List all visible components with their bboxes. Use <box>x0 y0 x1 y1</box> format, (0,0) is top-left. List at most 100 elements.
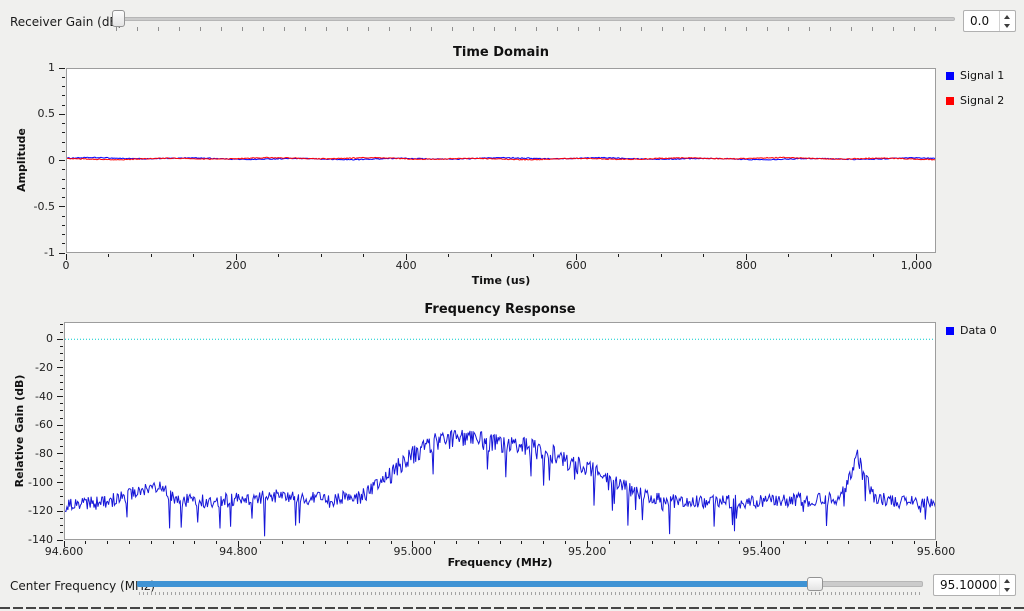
x-minor-tick <box>194 541 196 544</box>
signal-trace-signal-2 <box>67 156 935 161</box>
y-minor-tick <box>62 197 65 198</box>
legend-color-swatch <box>946 96 954 105</box>
x-tick <box>586 541 588 547</box>
y-tick-label: 0.5 <box>37 107 56 121</box>
center-frequency-value: 95.10000 <box>940 578 998 592</box>
y-tick-label: -20 <box>35 360 53 374</box>
x-minor-tick <box>108 254 110 257</box>
receiver-gain-spinbox[interactable]: 0.0 <box>963 10 1016 32</box>
x-tick-label: 95.400 <box>742 545 781 558</box>
spin-down-button[interactable] <box>1000 585 1015 595</box>
center-frequency-spinbox[interactable]: 95.10000 <box>933 574 1016 596</box>
y-tick-label: -80 <box>35 446 53 460</box>
x-minor-tick <box>788 254 790 257</box>
y-minor-tick <box>62 169 65 171</box>
x-minor-tick <box>804 541 806 544</box>
x-minor-tick <box>278 254 280 257</box>
y-minor-tick <box>62 123 65 124</box>
y-minor-tick <box>62 95 65 97</box>
x-minor-tick <box>346 541 348 544</box>
y-minor-tick <box>62 224 65 226</box>
x-tick <box>405 254 407 260</box>
y-tick <box>57 510 63 512</box>
y-tick <box>59 67 65 69</box>
x-tick-label: 95.600 <box>916 545 956 558</box>
y-minor-tick <box>62 243 65 245</box>
arrow-down-icon <box>1004 588 1010 592</box>
time-domain-canvas[interactable] <box>66 68 936 253</box>
x-minor-tick <box>608 541 610 544</box>
y-minor-tick <box>60 324 63 326</box>
x-tick-label: 600 <box>565 259 587 272</box>
y-minor-tick <box>60 525 63 527</box>
spin-up-button[interactable] <box>1000 575 1015 585</box>
x-minor-tick <box>630 541 632 544</box>
y-minor-tick <box>60 417 63 419</box>
x-minor-tick <box>826 541 828 544</box>
x-minor-tick <box>564 541 566 544</box>
y-tick <box>57 424 63 426</box>
y-tick-label: -140 <box>28 533 53 546</box>
x-minor-tick <box>303 541 305 544</box>
frequency-response-title: Frequency Response <box>424 302 576 317</box>
x-minor-tick <box>128 541 130 544</box>
legend-color-swatch <box>946 71 954 80</box>
frequency-response-canvas[interactable] <box>64 322 936 540</box>
receiver-gain-slider-groove[interactable] <box>112 17 955 21</box>
y-minor-tick <box>62 76 65 78</box>
arrow-up-icon <box>1004 579 1010 583</box>
y-minor-tick <box>62 150 65 152</box>
x-minor-tick <box>216 541 218 544</box>
x-tick <box>63 541 65 547</box>
receiver-gain-slider-handle[interactable] <box>112 10 125 27</box>
y-minor-tick <box>62 187 65 189</box>
x-tick-label: 94.800 <box>219 545 258 558</box>
x-minor-tick <box>281 541 283 544</box>
y-tick-label: -120 <box>28 504 53 518</box>
y-tick-label: -0.5 <box>33 199 55 213</box>
x-tick <box>575 254 577 260</box>
y-tick <box>59 113 65 115</box>
y-minor-tick <box>62 132 65 134</box>
y-minor-tick <box>60 474 63 476</box>
y-tick-label: -100 <box>28 475 53 489</box>
x-minor-tick <box>172 541 174 544</box>
spin-down-button[interactable] <box>1000 21 1015 31</box>
y-tick <box>57 367 63 369</box>
x-minor-tick <box>193 254 195 257</box>
x-tick <box>65 254 67 260</box>
x-minor-tick <box>739 541 741 544</box>
y-minor-tick <box>60 439 63 441</box>
y-minor-tick <box>60 331 63 333</box>
x-minor-tick <box>652 541 654 544</box>
x-tick <box>935 541 937 547</box>
spin-up-button[interactable] <box>1000 11 1015 21</box>
x-minor-tick <box>913 541 915 544</box>
y-tick <box>57 338 63 340</box>
x-minor-tick <box>455 541 457 544</box>
x-minor-tick <box>870 541 872 544</box>
y-minor-tick <box>60 532 63 534</box>
x-minor-tick <box>533 254 535 257</box>
y-minor-tick <box>62 86 65 87</box>
arrow-down-icon <box>1004 24 1010 28</box>
x-minor-tick <box>434 541 436 544</box>
legend-label: Data 0 <box>960 324 997 337</box>
time-domain-title: Time Domain <box>453 45 549 60</box>
x-minor-tick <box>490 254 492 257</box>
signal-trace-data-0 <box>65 429 935 537</box>
x-tick <box>235 254 237 260</box>
x-tick-label: 1,000 <box>900 259 933 272</box>
center-frequency-slider-fill <box>137 581 815 587</box>
x-minor-tick <box>873 254 875 257</box>
y-minor-tick <box>60 467 63 469</box>
x-minor-tick <box>325 541 327 544</box>
x-minor-tick <box>618 254 620 257</box>
x-tick-label: 95.200 <box>567 545 607 558</box>
center-frequency-slider-handle[interactable] <box>806 577 823 591</box>
y-minor-tick <box>60 410 63 412</box>
x-minor-tick <box>477 541 479 544</box>
y-minor-tick <box>60 496 63 498</box>
legend-item: Data 0 <box>946 324 997 337</box>
x-minor-tick <box>499 541 501 544</box>
